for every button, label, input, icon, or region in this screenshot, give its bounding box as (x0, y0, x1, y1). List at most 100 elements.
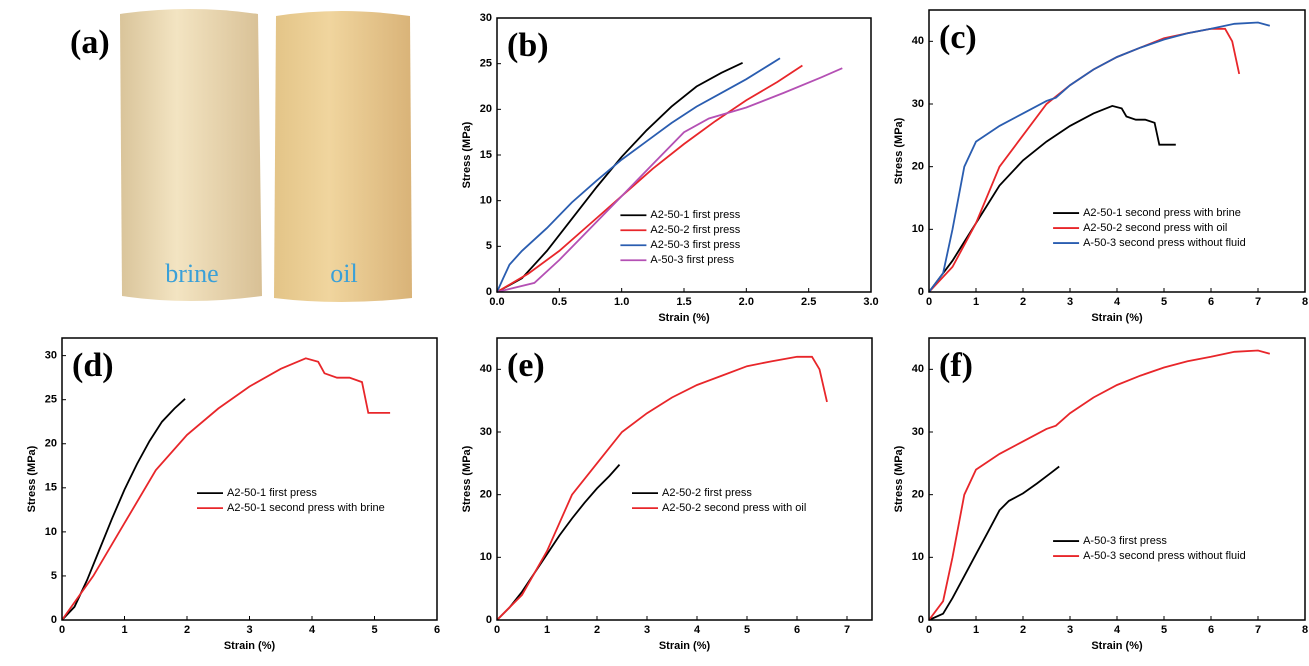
data-line (496, 355, 828, 621)
panel-label: (d) (72, 347, 114, 384)
x-tick-label: 7 (1255, 624, 1261, 636)
y-tick-label: 25 (480, 58, 492, 70)
x-tick-label: 3.0 (863, 296, 878, 308)
y-tick-label: 25 (45, 394, 57, 406)
x-axis-label: Strain (%) (224, 640, 276, 652)
y-tick-label: 15 (45, 482, 57, 494)
y-tick-label: 0 (918, 286, 924, 298)
data-line (928, 349, 1271, 621)
x-tick-label: 5 (1161, 296, 1167, 308)
y-tick-label: 20 (480, 103, 492, 115)
x-tick-label: 6 (1208, 624, 1214, 636)
x-tick-label: 2 (184, 624, 190, 636)
x-tick-label: 2 (594, 624, 600, 636)
chart-panel: 0 1 2 3 4 5 6 7 8 0 10 20 30 40 Strain (%) Stress (MPa)… (893, 337, 1308, 652)
y-axis-label: Stress (MPa) (26, 445, 38, 512)
legend-label: A-50-3 second press without fluid (1083, 237, 1246, 249)
x-tick-label: 4 (1114, 296, 1121, 308)
y-tick-label: 30 (480, 426, 492, 438)
y-tick-label: 0 (486, 286, 492, 298)
legend-label: A2-50-3 first press (650, 239, 740, 251)
y-tick-label: 5 (51, 570, 57, 582)
y-tick-label: 30 (912, 98, 924, 110)
y-axis-label: Stress (MPa) (893, 117, 905, 184)
x-tick-label: 4 (694, 624, 701, 636)
sample-label: oil (330, 259, 357, 288)
x-axis-label: Strain (%) (659, 640, 711, 652)
legend-label: A-50-3 first press (650, 254, 734, 266)
x-tick-label: 4 (309, 624, 316, 636)
panel-label: (a) (70, 24, 110, 61)
x-tick-label: 5 (371, 624, 377, 636)
x-tick-label: 3 (246, 624, 252, 636)
x-tick-label: 8 (1302, 296, 1308, 308)
x-tick-label: 0 (494, 624, 500, 636)
photo-panel: (a) brine oil (70, 9, 412, 302)
y-tick-label: 10 (45, 526, 57, 538)
legend-label: A-50-3 first press (1083, 535, 1167, 547)
panel-label: (c) (939, 19, 977, 56)
legend-label: A2-50-1 first press (650, 209, 740, 221)
legend-label: A2-50-2 first press (650, 224, 740, 236)
y-tick-label: 0 (918, 614, 924, 626)
x-tick-label: 1 (544, 624, 550, 636)
data-line (928, 27, 1241, 293)
y-tick-label: 10 (480, 551, 492, 563)
sample-label: brine (165, 259, 218, 288)
data-line (496, 64, 803, 293)
legend-label: A2-50-1 second press with brine (1083, 207, 1241, 219)
y-tick-label: 10 (912, 223, 924, 235)
y-tick-label: 0 (486, 614, 492, 626)
x-tick-label: 1.5 (676, 296, 691, 308)
panel-label: (e) (507, 347, 545, 384)
y-tick-label: 20 (912, 161, 924, 173)
x-tick-label: 6 (434, 624, 440, 636)
data-line (496, 464, 621, 621)
x-tick-label: 2.0 (739, 296, 754, 308)
x-tick-label: 5 (744, 624, 750, 636)
x-tick-label: 2 (1020, 296, 1026, 308)
data-line (928, 21, 1271, 293)
data-line (928, 104, 1176, 293)
legend-label: A2-50-2 second press with oil (1083, 222, 1227, 234)
legend-label: A2-50-2 second press with oil (662, 502, 806, 514)
chart-panel: 0 1 2 3 4 5 6 7 0 10 20 30 40 Strain (%) Stress (MPa) (… (461, 337, 873, 652)
legend-label: A2-50-1 second press with brine (227, 502, 385, 514)
x-tick-label: 0 (59, 624, 65, 636)
data-line (61, 398, 186, 621)
y-tick-label: 15 (480, 149, 492, 161)
x-tick-label: 4 (1114, 624, 1121, 636)
x-tick-label: 6 (794, 624, 800, 636)
brine-sample (120, 9, 262, 301)
plot-frame (928, 337, 1306, 621)
x-axis-label: Strain (%) (658, 312, 710, 324)
x-tick-label: 2 (1020, 624, 1026, 636)
oil-sample (274, 11, 412, 302)
y-tick-label: 40 (480, 363, 492, 375)
x-tick-label: 0 (926, 624, 932, 636)
x-tick-label: 1 (121, 624, 127, 636)
x-tick-label: 1 (973, 624, 979, 636)
x-tick-label: 8 (1302, 624, 1308, 636)
panel-label: (f) (939, 347, 973, 384)
x-tick-label: 3 (1067, 296, 1073, 308)
data-line (928, 465, 1060, 621)
x-tick-label: 0.5 (552, 296, 567, 308)
legend-label: A2-50-1 first press (227, 487, 317, 499)
plot-frame (496, 337, 873, 621)
y-tick-label: 5 (486, 240, 492, 252)
data-line (61, 357, 391, 621)
data-line (496, 61, 743, 293)
x-axis-label: Strain (%) (1091, 640, 1143, 652)
y-tick-label: 30 (45, 350, 57, 362)
y-tick-label: 10 (912, 551, 924, 563)
y-tick-label: 40 (912, 363, 924, 375)
x-tick-label: 3 (644, 624, 650, 636)
y-axis-label: Stress (MPa) (893, 445, 905, 512)
legend-label: A2-50-2 first press (662, 487, 752, 499)
y-tick-label: 30 (480, 12, 492, 24)
plot-frame (928, 9, 1306, 293)
x-tick-label: 1 (973, 296, 979, 308)
